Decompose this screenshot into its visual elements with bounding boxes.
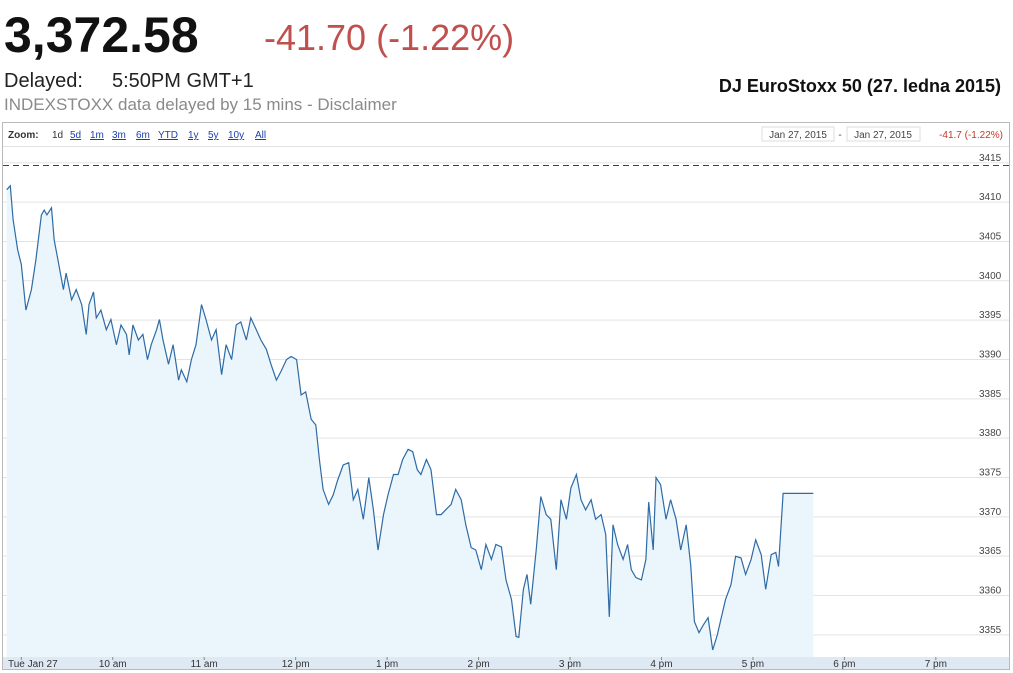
y-tick-label: 3370 xyxy=(979,507,1002,518)
source-note: INDEXSTOXX data delayed by 15 mins - Dis… xyxy=(4,95,397,114)
price-change: -41.70 (-1.22%) xyxy=(264,17,514,58)
zoom-option[interactable]: 1d xyxy=(52,130,63,141)
y-tick-label: 3410 xyxy=(979,192,1002,203)
x-tick-label: 7 pm xyxy=(925,659,947,670)
range-change: -41.7 (-1.22%) xyxy=(939,130,1003,141)
range-separator: - xyxy=(838,130,841,141)
x-tick-label: 1 pm xyxy=(376,659,398,670)
zoom-option[interactable]: YTD xyxy=(158,130,178,141)
range-end-box xyxy=(846,126,921,142)
y-tick-label: 3405 xyxy=(979,231,1002,242)
y-tick-label: 3415 xyxy=(979,153,1002,164)
delayed-label: Delayed: xyxy=(4,70,83,92)
y-tick-label: 3355 xyxy=(979,625,1002,636)
zoom-option[interactable]: 6m xyxy=(136,130,150,141)
y-tick-label: 3400 xyxy=(979,271,1002,282)
y-tick-label: 3380 xyxy=(979,428,1002,439)
x-tick-label: 12 pm xyxy=(282,659,310,670)
zoom-bar: Zoom: 1d 5d 1m 3m 6m YTD 1y 5y 10y All xyxy=(8,130,266,141)
y-tick-label: 3365 xyxy=(979,546,1002,557)
chart-caption: DJ EuroStoxx 50 (27. ledna 2015) xyxy=(719,76,1001,96)
zoom-option[interactable]: 10y xyxy=(228,130,244,141)
x-tick-label: 5 pm xyxy=(742,659,764,670)
delay-time: 5:50PM GMT+1 xyxy=(112,70,254,92)
zoom-label: Zoom: xyxy=(8,130,39,141)
area-fill xyxy=(6,185,814,658)
zoom-option[interactable]: 1y xyxy=(188,130,199,141)
range-start-box xyxy=(761,126,835,142)
zoom-option[interactable]: 1m xyxy=(90,130,104,141)
x-tick-label: Tue Jan 27 xyxy=(8,659,58,670)
price-line xyxy=(6,184,814,651)
x-tick-label: 11 am xyxy=(191,659,218,670)
zoom-option[interactable]: All xyxy=(255,130,266,141)
zoom-option[interactable]: 5d xyxy=(70,130,81,141)
y-tick-label: 3395 xyxy=(979,310,1002,321)
y-tick-label: 3390 xyxy=(979,349,1002,360)
x-tick-label: 4 pm xyxy=(650,659,672,670)
x-tick-label: 3 pm xyxy=(559,659,581,670)
zoom-option[interactable]: 3m xyxy=(112,130,126,141)
x-tick-label: 6 pm xyxy=(833,659,855,670)
y-tick-label: 3360 xyxy=(979,585,1002,596)
price: 3,372.58 xyxy=(4,7,199,63)
range-start: Jan 27, 2015 xyxy=(769,130,827,141)
x-tick-label: 10 am xyxy=(99,659,127,670)
x-tick-label: 2 pm xyxy=(467,659,489,670)
range-end: Jan 27, 2015 xyxy=(854,130,912,141)
y-tick-label: 3385 xyxy=(979,389,1002,400)
x-axis-band-overlay xyxy=(3,657,1009,669)
y-tick-label: 3375 xyxy=(979,467,1002,478)
zoom-option[interactable]: 5y xyxy=(208,130,219,141)
